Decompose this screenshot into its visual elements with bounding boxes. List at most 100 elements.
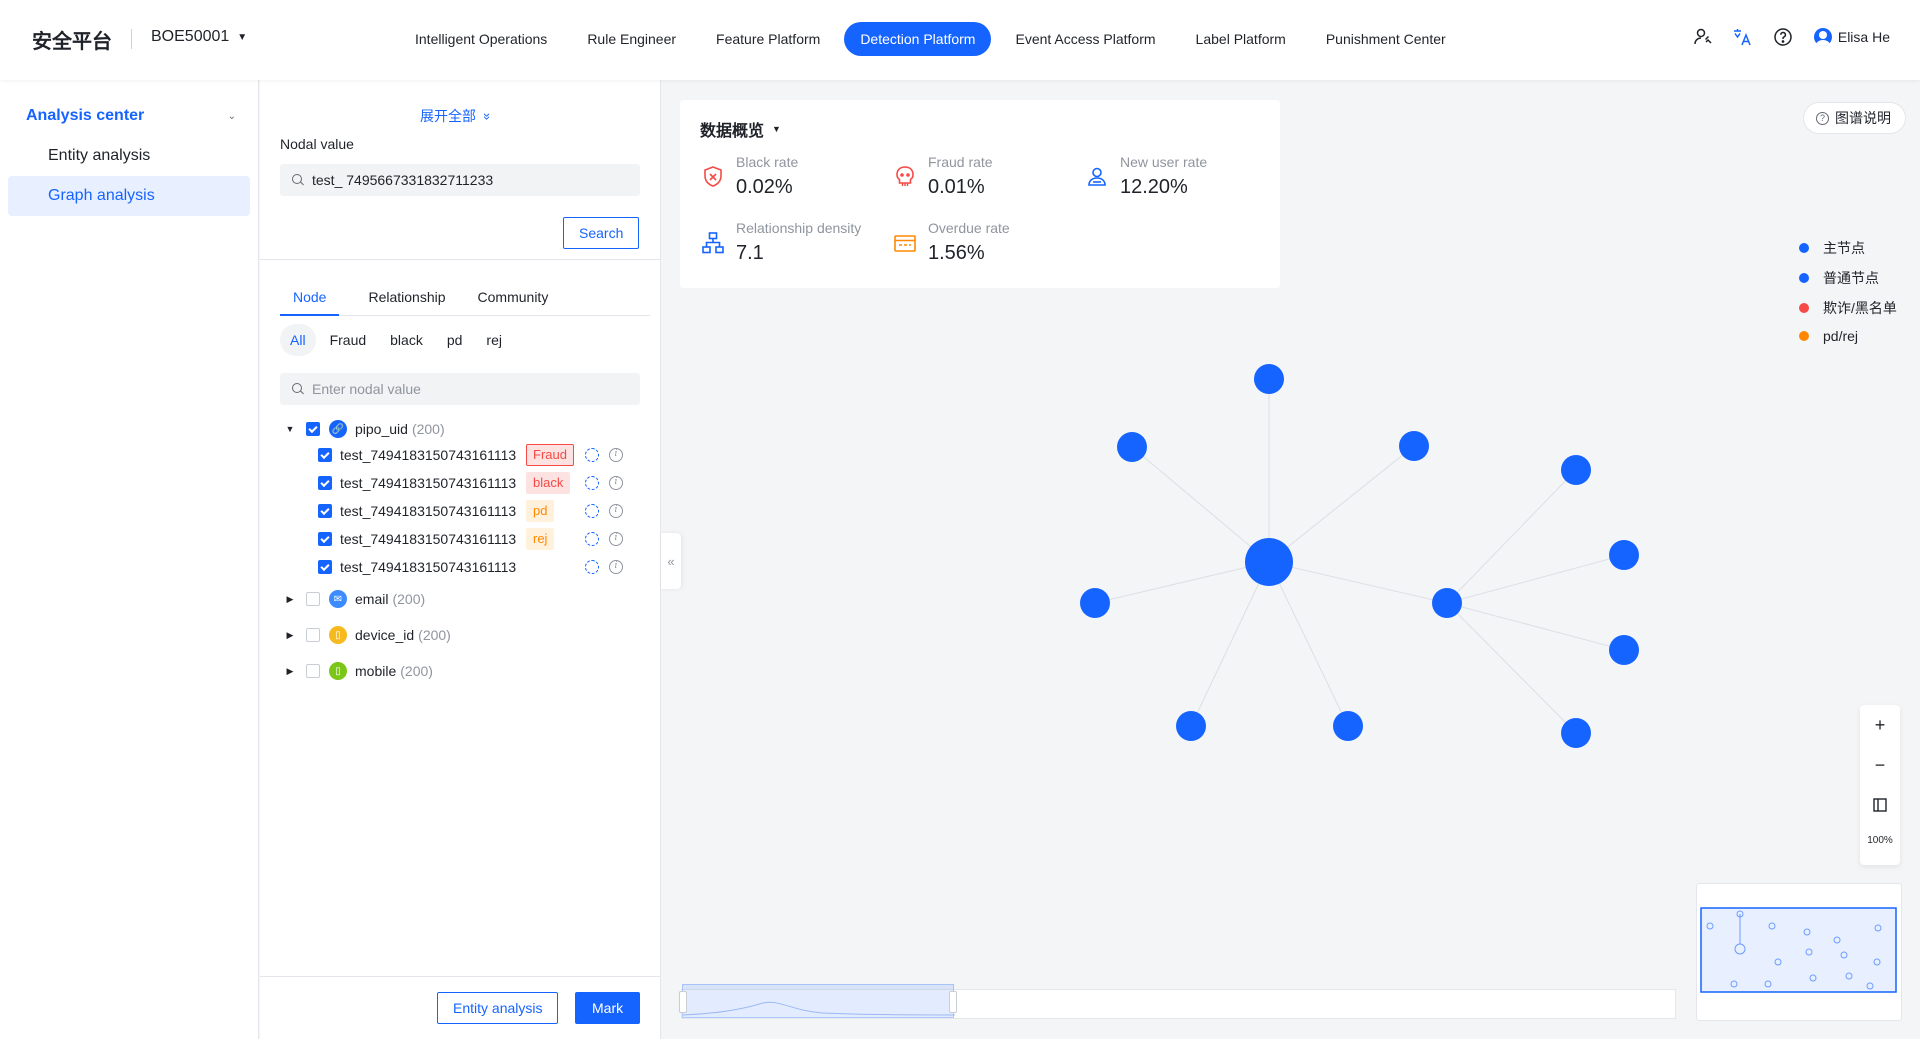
zoom-out-button[interactable]: − <box>1874 754 1886 775</box>
fit-view-button[interactable] <box>1860 785 1900 825</box>
entity-analysis-button[interactable]: Entity analysis <box>437 992 559 1024</box>
help-icon[interactable] <box>1772 26 1794 48</box>
graph-edge[interactable] <box>1268 561 1349 727</box>
graph-node[interactable] <box>1561 718 1591 748</box>
sidebar-group-analysis-center[interactable]: Analysis center ⌄ <box>26 107 236 125</box>
tab-community[interactable]: Community <box>477 289 549 305</box>
nodal-value-input[interactable]: test_ 7495667331832711233 <box>280 164 640 196</box>
info-icon[interactable]: i <box>609 504 623 518</box>
legend-dot <box>1799 243 1809 253</box>
graph-edge[interactable] <box>1446 602 1577 734</box>
group-checkbox[interactable] <box>306 628 320 642</box>
tree-group-mobile: ▶ ▯ mobile (200) <box>284 659 433 683</box>
graph-edge[interactable] <box>1446 602 1625 651</box>
locate-icon[interactable] <box>585 476 599 490</box>
nav-label-platform[interactable]: Label Platform <box>1195 31 1286 47</box>
time-range-slider[interactable] <box>679 984 1676 1019</box>
nav-punishment-center[interactable]: Punishment Center <box>1325 31 1446 47</box>
expand-all-toggle[interactable]: 展开全部 » <box>420 106 495 126</box>
group-checkbox[interactable] <box>306 664 320 678</box>
translate-icon[interactable] <box>1732 26 1754 48</box>
locate-icon[interactable] <box>585 532 599 546</box>
nav-intelligent-operations[interactable]: Intelligent Operations <box>415 31 548 47</box>
filter-fraud[interactable]: Fraud <box>329 332 367 348</box>
caret-right-icon[interactable]: ▶ <box>286 593 294 604</box>
graph-node[interactable] <box>1333 711 1363 741</box>
graph-node[interactable] <box>1609 635 1639 665</box>
time-range-selection[interactable] <box>679 984 957 1018</box>
tag-black: black <box>526 472 571 494</box>
graph-node[interactable] <box>1399 431 1429 461</box>
graph-edge[interactable] <box>1268 445 1415 563</box>
query-panel: 展开全部 » Nodal value test_ 7495667331832711… <box>260 80 661 1039</box>
graph-edge[interactable] <box>1190 561 1270 727</box>
sidebar-group-label: Analysis center <box>26 107 145 124</box>
nav-event-access-platform[interactable]: Event Access Platform <box>1015 31 1156 47</box>
graph-main-node[interactable] <box>1245 538 1293 586</box>
info-icon[interactable]: i <box>609 476 623 490</box>
graph-node[interactable] <box>1176 711 1206 741</box>
graph-edge[interactable] <box>1094 561 1270 604</box>
phone-icon: ▯ <box>329 662 347 680</box>
filter-all[interactable]: All <box>280 324 316 356</box>
workspace-selector[interactable]: BOE50001 ▼ <box>151 28 247 46</box>
locate-icon[interactable] <box>585 504 599 518</box>
leaf-checkbox[interactable] <box>318 532 332 546</box>
legend-item-pd-rej: pd/rej <box>1799 328 1858 344</box>
user-permission-icon[interactable] <box>1692 26 1714 48</box>
stat-label: Relationship density <box>736 220 862 236</box>
graph-node[interactable] <box>1432 588 1462 618</box>
graph-network[interactable] <box>662 80 1920 1039</box>
leaf-checkbox[interactable] <box>318 560 332 574</box>
graph-node[interactable] <box>1080 588 1110 618</box>
sidebar-item-entity-analysis[interactable]: Entity analysis <box>48 147 151 164</box>
filter-rej[interactable]: rej <box>486 332 502 348</box>
caret-down-icon[interactable]: ▼ <box>285 424 295 434</box>
graph-edge[interactable] <box>1446 469 1577 604</box>
tab-node[interactable]: Node <box>280 280 340 316</box>
leaf-checkbox[interactable] <box>318 448 332 462</box>
range-end-handle[interactable] <box>949 991 957 1013</box>
user-menu[interactable]: Elisa He <box>1813 28 1890 46</box>
graph-legend-button[interactable]: ? 图谱说明 <box>1803 102 1906 134</box>
nav-detection-platform[interactable]: Detection Platform <box>844 22 992 56</box>
overview-dropdown[interactable]: 数据概览 ▼ <box>700 117 781 141</box>
sidebar: Analysis center ⌄ Entity analysis Graph … <box>0 80 259 1039</box>
chevron-down-icon: ⌄ <box>227 110 236 122</box>
graph-node[interactable] <box>1561 455 1591 485</box>
sidebar-item-graph-analysis[interactable]: Graph analysis <box>8 176 250 216</box>
caret-right-icon[interactable]: ▶ <box>286 665 294 676</box>
minimap[interactable] <box>1696 883 1902 1021</box>
nav-feature-platform[interactable]: Feature Platform <box>716 31 821 47</box>
info-icon[interactable]: i <box>609 560 623 574</box>
info-icon[interactable]: i <box>609 448 623 462</box>
filter-black[interactable]: black <box>390 332 423 348</box>
graph-edge[interactable] <box>1446 554 1625 604</box>
filter-pd[interactable]: pd <box>446 332 463 348</box>
stat-value: 12.20% <box>1120 176 1188 198</box>
search-button[interactable]: Search <box>563 217 640 249</box>
leaf-checkbox[interactable] <box>318 504 332 518</box>
graph-node[interactable] <box>1254 364 1284 394</box>
result-tabs: Node Relationship Community <box>280 280 650 316</box>
nav-rule-engineer[interactable]: Rule Engineer <box>587 31 677 47</box>
mark-button[interactable]: Mark <box>575 992 641 1024</box>
locate-icon[interactable] <box>585 448 599 462</box>
graph-edge[interactable] <box>1131 446 1270 563</box>
graph-node[interactable] <box>1609 540 1639 570</box>
legend-label: pd/rej <box>1823 328 1859 344</box>
leaf-checkbox[interactable] <box>318 476 332 490</box>
group-checkbox[interactable] <box>306 422 320 436</box>
zoom-in-button[interactable]: + <box>1874 714 1886 735</box>
info-icon[interactable]: i <box>609 532 623 546</box>
node-search-input[interactable]: Enter nodal value <box>280 373 640 405</box>
tab-relationship[interactable]: Relationship <box>368 289 446 305</box>
graph-edge[interactable] <box>1268 561 1448 604</box>
card-icon <box>894 235 916 252</box>
group-checkbox[interactable] <box>306 592 320 606</box>
graph-node[interactable] <box>1117 432 1147 462</box>
caret-right-icon[interactable]: ▶ <box>286 629 294 640</box>
range-start-handle[interactable] <box>679 991 687 1013</box>
collapse-panel-handle[interactable]: « <box>661 533 681 589</box>
locate-icon[interactable] <box>585 560 599 574</box>
